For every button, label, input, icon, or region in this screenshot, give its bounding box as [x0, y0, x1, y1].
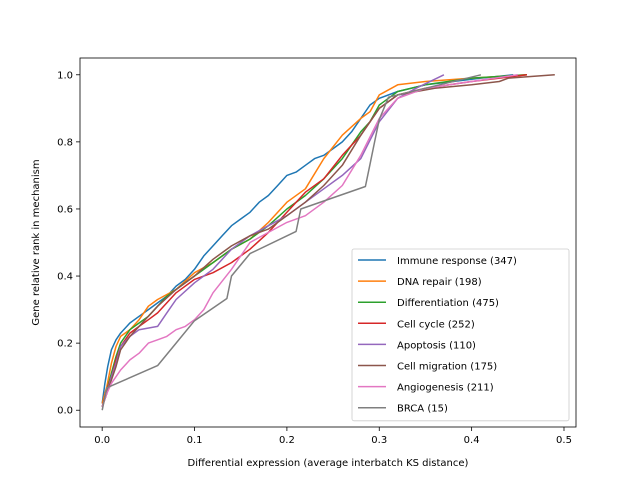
legend-entry-label: Immune response (347)	[397, 256, 517, 267]
legend-entry-label: Cell cycle (252)	[397, 319, 475, 330]
x-tick-label: 0.2	[279, 435, 295, 446]
y-tick-label: 0.8	[57, 137, 73, 148]
series-line-0	[101, 74, 514, 404]
y-tick-label: 0.4	[57, 272, 73, 283]
y-tick-label: 0.6	[57, 204, 73, 215]
series-line-7	[101, 74, 482, 411]
y-tick-label: 1.0	[57, 70, 73, 81]
x-ticks: 0.0 0.1 0.2 0.3 0.4 0.5	[94, 427, 572, 446]
y-tick-label: 0.0	[57, 406, 73, 417]
legend-entry-label: Angiogenesis (211)	[397, 383, 494, 394]
plot-frame	[79, 57, 577, 428]
legend-frame	[351, 248, 570, 422]
x-axis-label: Differential expression (average interba…	[188, 458, 469, 469]
x-tick-label: 0.5	[556, 435, 572, 446]
series-line-6	[101, 74, 518, 408]
y-ticks: 0.0 0.2 0.4 0.6 0.8 1.0	[57, 70, 80, 417]
series-line-5	[101, 74, 555, 408]
x-tick-label: 0.1	[187, 435, 203, 446]
y-tick-label: 0.2	[57, 339, 73, 350]
series-layer	[101, 74, 555, 411]
x-tick-label: 0.0	[94, 435, 110, 446]
legend-entry-label: Differentiation (475)	[397, 298, 499, 309]
legend-entry-label: BRCA (15)	[397, 404, 448, 415]
legend: Immune response (347) DNA repair (198) Dif…	[351, 248, 570, 422]
x-tick-label: 0.4	[464, 435, 480, 446]
x-tick-label: 0.3	[371, 435, 387, 446]
legend-entry-label: Cell migration (175)	[397, 362, 497, 373]
legend-entry-label: DNA repair (198)	[397, 277, 482, 288]
series-line-4	[101, 74, 445, 408]
legend-entry-label: Apoptosis (110)	[397, 340, 476, 351]
y-axis-label: Gene relative rank in mechanism	[31, 159, 42, 325]
